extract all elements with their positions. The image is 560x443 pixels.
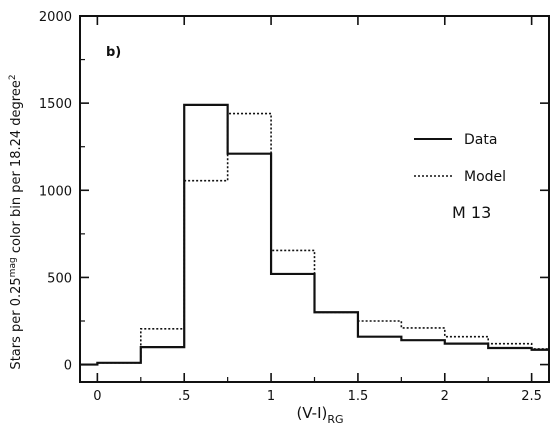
legend: Data Model (414, 132, 506, 185)
x-tick-label: 2 (441, 389, 449, 404)
cluster-annotation: M 13 (452, 203, 491, 222)
y-axis-label-prefix: Stars per 0.25 (9, 277, 24, 369)
plot-frame (79, 15, 550, 383)
plot-group: 0 .5 1 1.5 2 2.5 0 500 1000 1500 2000 (39, 10, 550, 404)
y-tick-label: 1500 (39, 97, 72, 112)
y-axis-label-sup2: 2 (8, 74, 18, 80)
panel-label-text: b) (106, 45, 121, 60)
x-axis-label-main: (V-I) (296, 404, 327, 422)
y-axis-label-sup1: mag (8, 257, 18, 277)
x-tick-label: .5 (178, 389, 190, 404)
y-tick-label: 500 (47, 271, 72, 286)
x-tick-label: 1.5 (348, 389, 369, 404)
y-axis-label-middle: color bin per 18.24 degree (9, 80, 24, 257)
series-model-step (80, 112, 549, 366)
legend-label-model: Model (464, 169, 506, 185)
x-tick-label: 1 (267, 389, 275, 404)
x-tick-label: 2.5 (521, 389, 542, 404)
legend-label-data: Data (464, 132, 497, 148)
y-axis-label: Stars per 0.25mag color bin per 18.24 de… (8, 74, 24, 369)
y-tick-label: 2000 (39, 10, 72, 25)
y-tick-label: 1000 (39, 184, 72, 199)
y-tick-label: 0 (64, 359, 72, 374)
x-tick-label: 0 (93, 389, 101, 404)
panel-label: b) (106, 45, 121, 60)
x-axis-label: (V-I)RG (296, 404, 343, 426)
x-axis-label-sub: RG (327, 413, 343, 426)
